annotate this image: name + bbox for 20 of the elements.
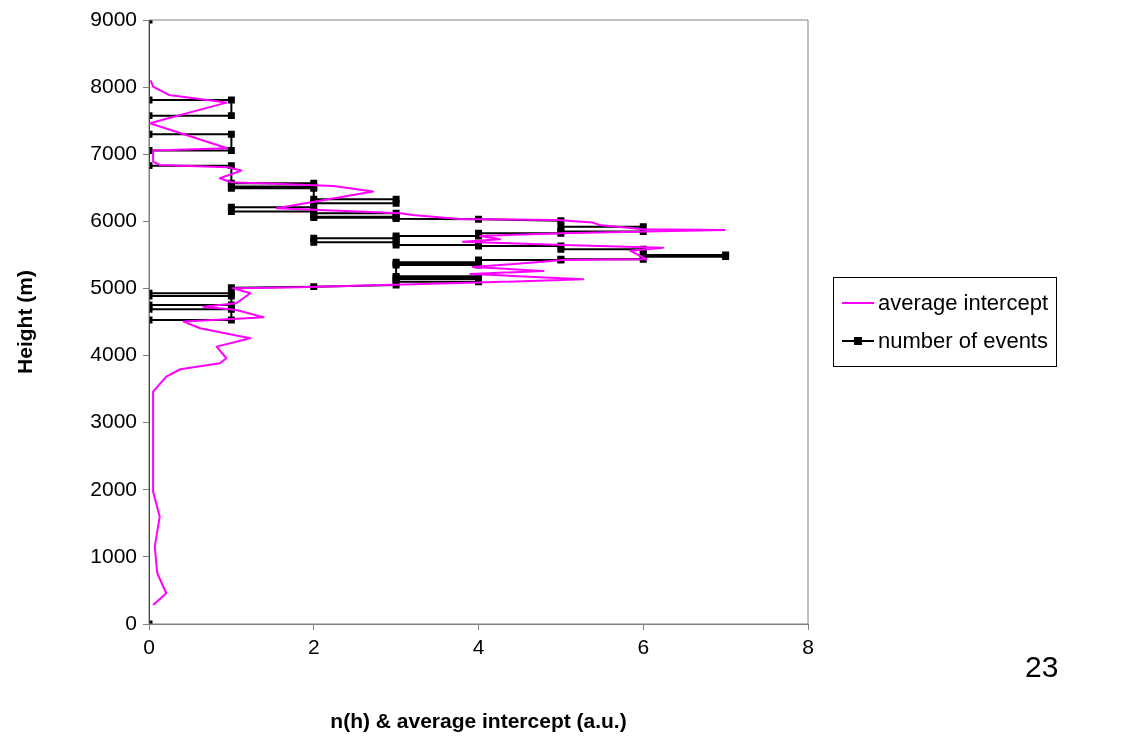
y-tick-label: 9000 bbox=[90, 6, 137, 30]
y-tick-label: 6000 bbox=[90, 208, 137, 232]
y-tick-label: 3000 bbox=[90, 409, 137, 433]
legend-label: average intercept bbox=[878, 290, 1048, 316]
y-tick-label: 2000 bbox=[90, 476, 137, 500]
x-tick-label: 4 bbox=[472, 635, 485, 659]
y-tick-label: 0 bbox=[125, 610, 137, 634]
y-tick-label: 4000 bbox=[90, 342, 137, 366]
text: 23 bbox=[1025, 650, 1059, 684]
legend-label: number of events bbox=[878, 328, 1048, 354]
y-axis-title: Height (m) bbox=[13, 270, 37, 374]
y-tick-label: 8000 bbox=[90, 73, 137, 97]
x-axis-title: n(h) & average intercept (a.u.) bbox=[330, 709, 627, 733]
y-tick-label: 1000 bbox=[90, 543, 137, 567]
x-tick-label: 0 bbox=[143, 635, 155, 659]
y-tick-label: 7000 bbox=[90, 141, 137, 165]
x-tick-label: 2 bbox=[307, 635, 320, 659]
x-tick-label: 8 bbox=[802, 635, 814, 659]
x-tick-label: 6 bbox=[637, 635, 650, 659]
y-tick-label: 5000 bbox=[90, 275, 137, 299]
